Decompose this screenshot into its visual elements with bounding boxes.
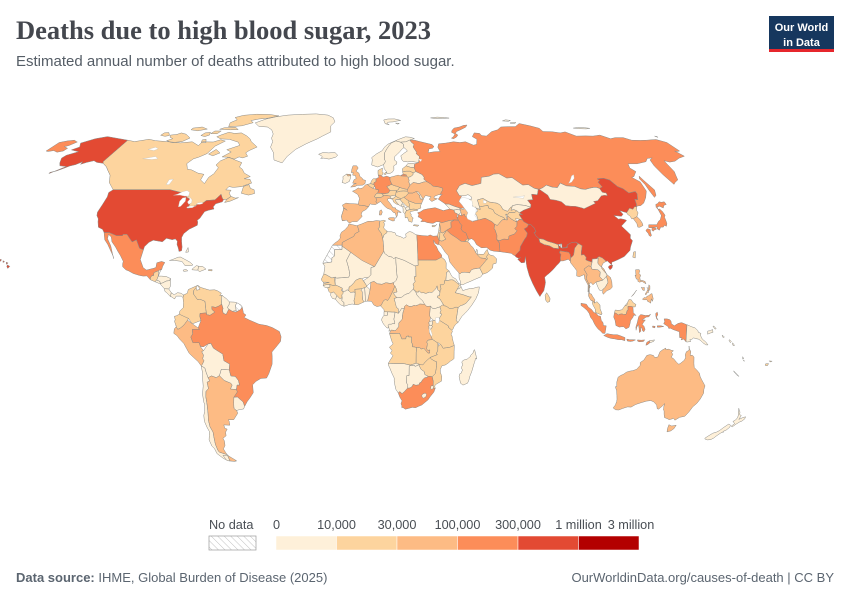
svg-text:10,000: 10,000 bbox=[317, 518, 356, 532]
svg-text:30,000: 30,000 bbox=[378, 518, 417, 532]
svg-text:0: 0 bbox=[273, 518, 280, 532]
svg-text:100,000: 100,000 bbox=[435, 518, 481, 532]
svg-text:1 million: 1 million bbox=[555, 518, 602, 532]
svg-text:3 million: 3 million bbox=[608, 518, 655, 532]
svg-text:No data: No data bbox=[209, 518, 254, 532]
svg-text:300,000: 300,000 bbox=[495, 518, 541, 532]
